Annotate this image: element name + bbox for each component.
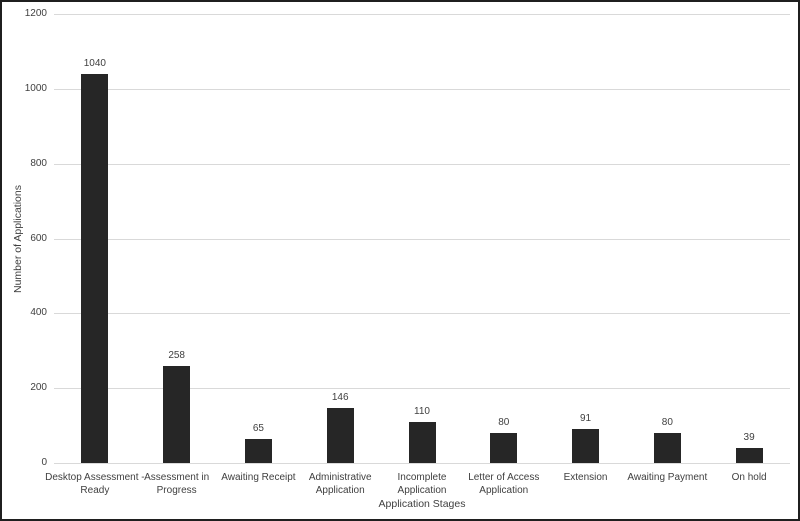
bar-value-label: 258 xyxy=(168,350,185,362)
gridline xyxy=(54,313,790,315)
bar xyxy=(735,448,763,463)
category-label: Assessment in Progress xyxy=(127,471,227,497)
y-axis-title: Number of Applications xyxy=(12,184,24,293)
bar xyxy=(408,421,436,463)
category-label: Administrative Application xyxy=(290,471,390,497)
category-label: Awaiting Payment xyxy=(617,471,717,484)
y-tick-label: 0 xyxy=(41,457,47,468)
bar xyxy=(81,73,109,463)
gridline xyxy=(54,14,790,15)
x-axis-title: Application Stages xyxy=(378,498,466,510)
category-label-line: Incomplete xyxy=(397,472,447,483)
y-tick-label: 200 xyxy=(30,382,47,394)
bar xyxy=(490,433,518,463)
y-tick-label: 1200 xyxy=(24,8,47,19)
category-label-line: On hold xyxy=(731,472,767,483)
category-label-line: Administrative xyxy=(308,472,372,483)
bar-value-label: 65 xyxy=(252,422,264,434)
x-axis-line xyxy=(54,463,790,464)
y-tick-label: 600 xyxy=(30,232,47,244)
category-label-line: Application xyxy=(397,485,447,496)
gridline xyxy=(54,388,790,390)
category-label-line: Extension xyxy=(563,472,608,483)
category-label-line: Ready xyxy=(80,485,110,496)
bar-value-label: 1040 xyxy=(83,57,106,69)
y-tick-label: 1000 xyxy=(24,82,47,94)
bar-value-label: 110 xyxy=(414,405,430,417)
gridline xyxy=(54,238,790,240)
y-tick-label: 800 xyxy=(30,157,47,169)
category-label: Letter of Access Application xyxy=(454,471,554,497)
bar-value-label: 146 xyxy=(331,392,349,404)
bar-value-label: 91 xyxy=(579,412,592,424)
category-label-line: Application xyxy=(479,485,529,496)
category-label: Incomplete Application xyxy=(372,471,472,497)
category-label-line: Awaiting Receipt xyxy=(221,472,296,483)
category-label-line: Desktop Assessment - xyxy=(45,472,145,483)
category-label: Extension xyxy=(536,471,636,484)
category-label: Awaiting Receipt xyxy=(208,471,308,484)
bar-value-label: 80 xyxy=(661,417,673,429)
bar-value-label: 80 xyxy=(498,417,510,429)
gridline xyxy=(54,88,790,90)
category-label-line: Awaiting Payment xyxy=(627,472,708,483)
bar xyxy=(653,433,681,463)
bar xyxy=(244,438,272,463)
category-label: On hold xyxy=(699,471,798,484)
bar xyxy=(326,408,354,463)
gridline xyxy=(54,163,790,165)
y-tick-label: 400 xyxy=(30,307,47,319)
bar xyxy=(163,366,191,463)
bar-value-label: 39 xyxy=(743,432,755,444)
category-label-line: Application xyxy=(315,485,365,496)
bar xyxy=(572,428,600,463)
category-label: Desktop Assessment - Ready xyxy=(45,471,145,497)
category-label-line: Assessment in xyxy=(144,472,210,483)
category-label-line: Progress xyxy=(156,485,197,496)
category-label-line: Letter of Access xyxy=(468,472,540,483)
